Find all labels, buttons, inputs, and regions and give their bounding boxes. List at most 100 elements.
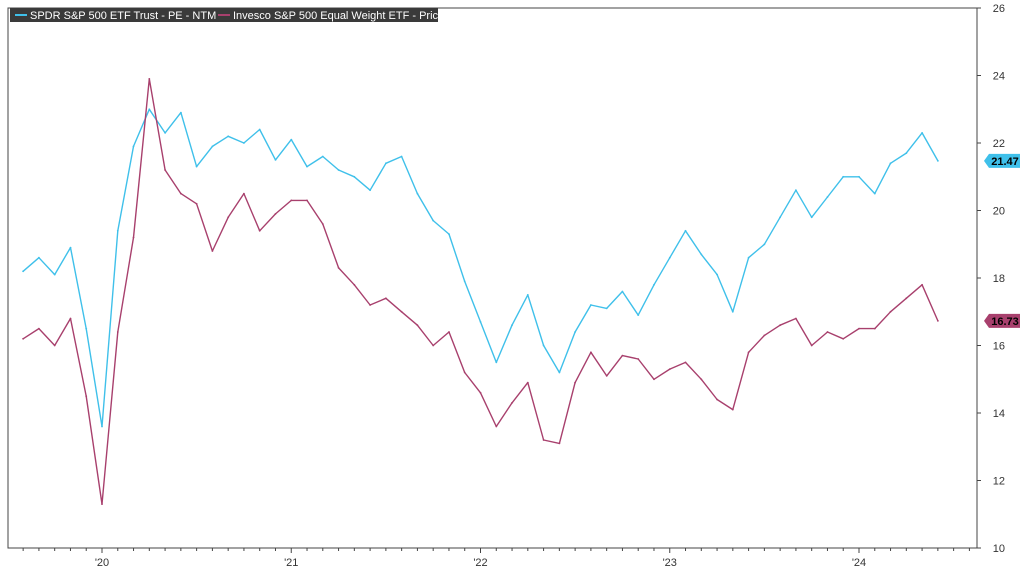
data-point-series-1 [558, 371, 561, 374]
data-point-series-1 [243, 142, 245, 144]
y-tick-label: 14 [993, 408, 1005, 420]
data-point-series-2 [353, 283, 356, 286]
data-point-series-2 [53, 344, 56, 347]
data-point-series-2 [116, 331, 119, 333]
data-point-series-2 [700, 378, 703, 381]
data-point-series-2 [85, 395, 88, 397]
data-point-series-2 [321, 223, 324, 225]
data-point-series-2 [763, 334, 766, 337]
y-tick-label: 22 [993, 138, 1005, 150]
data-point-series-1 [605, 307, 608, 310]
data-point-series-2 [432, 344, 435, 347]
data-point-series-1 [905, 152, 908, 155]
data-point-series-2 [684, 361, 687, 364]
data-point-series-2 [416, 324, 419, 327]
data-point-series-2 [590, 351, 592, 354]
data-point-series-2 [889, 310, 892, 313]
data-point-series-2 [132, 236, 135, 239]
data-point-series-2 [385, 297, 387, 300]
legend-label-series-2: Invesco S&P 500 Equal Weight ETF - Price [233, 10, 444, 22]
data-point-series-1 [668, 256, 671, 259]
data-point-series-1 [747, 256, 750, 259]
x-axis: '20 '21 '22 '23 '24 [22, 548, 970, 569]
x-tick-label: '21 [284, 557, 298, 569]
data-point-series-2 [574, 381, 576, 384]
data-point-series-1 [495, 361, 498, 364]
data-point-series-2 [369, 304, 371, 306]
series-layer [22, 78, 939, 505]
data-point-series-1 [369, 189, 371, 192]
data-point-series-2 [873, 327, 876, 330]
data-point-series-2 [258, 229, 261, 232]
last-value-callout-1 [984, 153, 1020, 168]
data-point-series-1 [463, 280, 466, 283]
data-point-series-2 [779, 324, 781, 327]
data-point-series-1 [937, 160, 939, 162]
data-point-series-1 [842, 175, 845, 178]
data-point-series-2 [448, 331, 450, 333]
data-point-series-2 [164, 169, 167, 171]
data-point-series-1 [716, 273, 718, 276]
data-point-series-2 [905, 297, 908, 300]
data-point-series-1 [85, 327, 88, 330]
data-point-series-1 [653, 283, 655, 286]
data-point-series-2 [463, 371, 466, 374]
y-tick-label: 16 [993, 341, 1005, 353]
y-tick-label: 18 [993, 273, 1005, 285]
data-point-series-2 [243, 192, 245, 195]
data-point-series-1 [274, 159, 277, 161]
data-point-series-2 [337, 267, 340, 269]
data-point-series-1 [416, 192, 419, 195]
data-point-series-2 [716, 398, 718, 401]
data-point-series-1 [101, 425, 103, 428]
data-point-series-2 [858, 327, 860, 330]
y-tick-label: 10 [993, 543, 1005, 555]
data-point-series-1 [211, 145, 214, 148]
data-point-series-2 [542, 439, 545, 441]
y-axis: 10 12 14 16 18 20 22 24 26 [977, 3, 1005, 555]
data-point-series-1 [763, 243, 766, 246]
data-point-series-1 [873, 192, 876, 195]
data-point-series-2 [621, 354, 624, 357]
data-point-series-1 [858, 175, 860, 178]
data-point-series-1 [779, 216, 781, 219]
data-point-series-2 [511, 402, 513, 404]
last-value-label-1: 21.47 [991, 156, 1019, 168]
data-point-series-1 [180, 111, 182, 114]
data-point-series-2 [211, 250, 214, 252]
last-value-callouts: 21.47 16.73 [984, 153, 1020, 328]
data-point-series-2 [400, 310, 403, 313]
data-point-series-2 [826, 331, 829, 333]
data-point-series-2 [731, 408, 734, 411]
data-point-series-1 [479, 321, 482, 323]
data-point-series-2 [148, 78, 151, 80]
data-point-series-1 [258, 128, 261, 131]
data-point-series-2 [668, 368, 671, 370]
data-point-series-1 [511, 324, 513, 327]
series-line-2 [22, 78, 939, 505]
data-point-series-1 [526, 294, 529, 296]
data-point-series-1 [385, 162, 387, 165]
data-point-series-1 [53, 273, 56, 276]
data-point-series-1 [290, 138, 293, 141]
data-point-series-2 [795, 317, 797, 320]
data-point-series-2 [921, 283, 923, 286]
data-point-series-2 [653, 378, 655, 381]
data-point-series-1 [826, 196, 829, 198]
data-point-series-2 [937, 320, 939, 322]
data-point-series-2 [479, 391, 482, 394]
data-point-series-2 [38, 327, 40, 330]
y-tick-label: 26 [993, 3, 1005, 15]
data-point-series-1 [195, 165, 198, 168]
data-point-series-1 [621, 290, 624, 293]
data-point-series-1 [227, 135, 230, 138]
last-value-label-2: 16.73 [991, 316, 1019, 328]
data-point-series-1 [889, 162, 892, 165]
plot-frame [7, 7, 978, 549]
data-point-series-1 [590, 304, 592, 306]
data-point-series-2 [842, 337, 845, 340]
data-point-series-1 [337, 169, 340, 171]
data-point-series-2 [227, 216, 230, 219]
data-point-series-1 [432, 219, 435, 222]
